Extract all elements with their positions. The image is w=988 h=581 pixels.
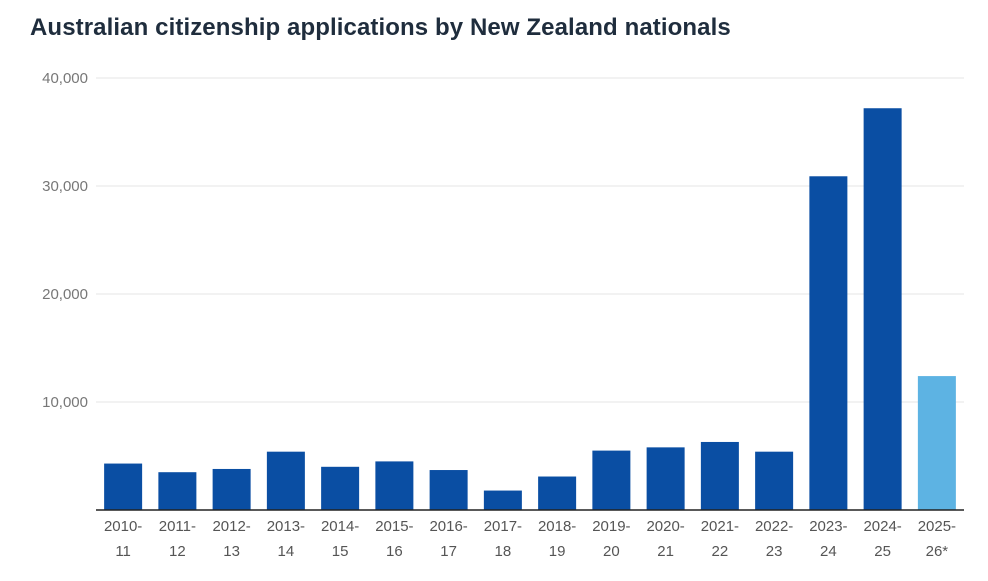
- x-tick-label-line1: 2024-: [863, 518, 901, 535]
- bar: [104, 463, 143, 510]
- x-tick-label-line2: 11: [115, 543, 131, 560]
- y-tick-label: 30,000: [42, 178, 88, 195]
- x-tick-label-line2: 20: [603, 543, 620, 560]
- bar: [375, 461, 414, 510]
- bar: [863, 108, 902, 511]
- x-tick-label-line2: 15: [332, 543, 349, 560]
- bar: [429, 470, 468, 510]
- x-tick-label-line2: 12: [169, 543, 186, 560]
- bar: [158, 472, 197, 510]
- y-tick-label: 10,000: [42, 394, 88, 411]
- y-tick-label: 40,000: [42, 70, 88, 87]
- bar: [700, 441, 739, 510]
- x-tick-label-line2: 23: [766, 543, 783, 560]
- bar-series: [104, 108, 956, 511]
- chart-title: Australian citizenship applications by N…: [30, 14, 731, 41]
- bar: [592, 450, 631, 510]
- x-tick-label-line1: 2017-: [484, 518, 522, 535]
- x-tick-label-line2: 21: [657, 543, 674, 560]
- x-tick-label-line1: 2021-: [701, 518, 739, 535]
- x-tick-label-line2: 13: [223, 543, 240, 560]
- y-axis-ticks: 10,000 20,000 30,000 40,000: [42, 70, 88, 411]
- x-tick-label-line1: 2015-: [375, 518, 413, 535]
- y-tick-label: 20,000: [42, 286, 88, 303]
- bar: [755, 451, 794, 510]
- x-tick-label-line1: 2013-: [267, 518, 305, 535]
- x-tick-label-line2: 19: [549, 543, 566, 560]
- x-tick-label-line2: 25: [874, 543, 891, 560]
- x-tick-label-line2: 26*: [926, 543, 949, 560]
- x-tick-label-line1: 2023-: [809, 518, 847, 535]
- bar: [646, 447, 685, 510]
- x-tick-label-line1: 2011-: [159, 518, 196, 535]
- x-tick-label-line2: 17: [440, 543, 457, 560]
- bar: [917, 376, 956, 510]
- x-tick-label-line1: 2014-: [321, 518, 359, 535]
- x-tick-label-line2: 16: [386, 543, 403, 560]
- x-tick-label-line1: 2019-: [592, 518, 630, 535]
- x-tick-label-line1: 2010-: [104, 518, 142, 535]
- x-tick-label-line1: 2025-: [918, 518, 956, 535]
- x-axis-ticks: 2010- 11 2011- 12 2012- 13 2013- 14 2014- 15 2015-…: [104, 518, 956, 560]
- x-tick-label-line2: 14: [278, 543, 295, 560]
- x-tick-label-line1: 2018-: [538, 518, 576, 535]
- x-tick-label-line1: 2012-: [212, 518, 250, 535]
- x-tick-label-line2: 18: [495, 543, 512, 560]
- bar: [538, 476, 577, 510]
- x-tick-label-line1: 2020-: [646, 518, 684, 535]
- x-tick-label-line1: 2022-: [755, 518, 793, 535]
- bar: [321, 466, 360, 510]
- x-tick-label-line2: 24: [820, 543, 837, 560]
- bar: [212, 468, 251, 510]
- bar: [266, 451, 305, 510]
- bar: [809, 176, 848, 510]
- bar: [483, 490, 522, 510]
- x-tick-label-line1: 2016-: [429, 518, 467, 535]
- x-tick-label-line2: 22: [712, 543, 729, 560]
